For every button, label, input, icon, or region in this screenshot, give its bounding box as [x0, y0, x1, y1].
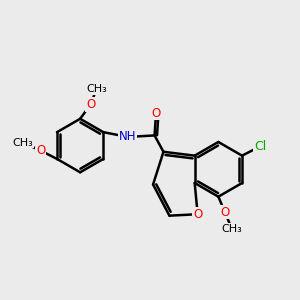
Text: CH₃: CH₃ [86, 84, 107, 94]
Text: O: O [152, 106, 161, 120]
Text: CH₃: CH₃ [221, 224, 242, 234]
Text: O: O [36, 144, 45, 157]
Text: O: O [220, 206, 230, 219]
Text: O: O [193, 208, 202, 221]
Text: CH₃: CH₃ [12, 138, 33, 148]
Text: Cl: Cl [254, 140, 266, 153]
Text: O: O [86, 98, 95, 111]
Text: NH: NH [119, 130, 136, 143]
